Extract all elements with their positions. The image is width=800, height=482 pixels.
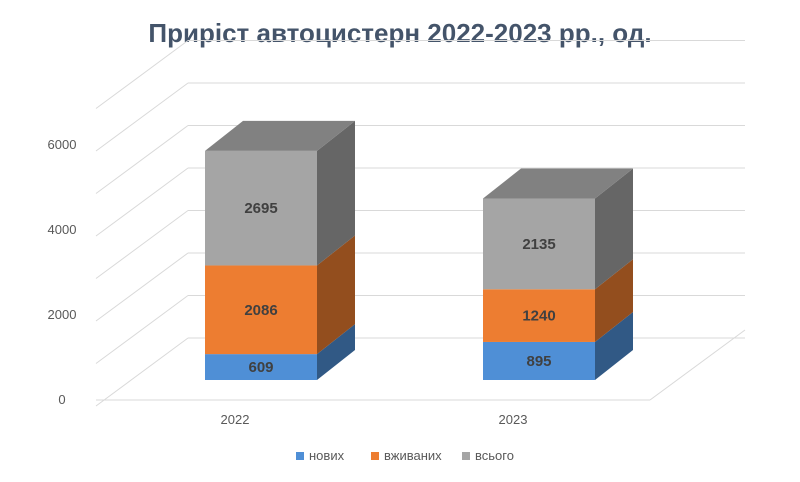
gridline: [95, 167, 745, 237]
gridline: [95, 252, 745, 322]
data-label: 2695: [244, 200, 277, 217]
bar-segment: [205, 120, 355, 266]
legend-swatch: [296, 452, 304, 460]
bar-segment: [483, 168, 633, 290]
legend-item: вживаних: [371, 448, 442, 463]
bar-top: [205, 120, 355, 151]
gridline: [95, 82, 745, 152]
data-label: 609: [248, 359, 273, 376]
x-axis-labels: 2022 2023: [221, 412, 528, 427]
floor-edge: [649, 329, 746, 401]
chart-title: Приріст автоцистерн 2022-2023 рр., од.: [148, 18, 651, 48]
gridline: [95, 40, 745, 109]
bars: 609 2086 2695 895 1240 2135: [205, 120, 633, 380]
bar-segment: [205, 235, 355, 355]
gridline: [95, 125, 745, 194]
legend-swatch: [371, 452, 379, 460]
y-tick-label: 6000: [48, 137, 77, 152]
legend-item: нових: [296, 448, 345, 463]
y-tick-label: 2000: [48, 307, 77, 322]
legend-item: всього: [462, 448, 514, 463]
legend-label: нових: [309, 448, 345, 463]
gridlines: [95, 40, 746, 407]
bar-segment: [483, 311, 633, 380]
gridline: [95, 337, 745, 407]
bar-top: [483, 168, 633, 199]
data-label: 2135: [522, 236, 555, 253]
x-tick-label: 2022: [221, 412, 250, 427]
legend-label: всього: [475, 448, 514, 463]
data-label: 895: [526, 353, 551, 370]
legend: нових вживаних всього: [296, 448, 514, 463]
legend-swatch: [462, 452, 470, 460]
gridline: [95, 295, 745, 364]
legend-label: вживаних: [384, 448, 442, 463]
y-tick-label: 0: [58, 392, 65, 407]
y-axis-ticks: 0 2000 4000 6000: [48, 137, 77, 407]
bar-segment: [483, 259, 633, 342]
gridline: [95, 210, 745, 279]
bar-segment: [205, 324, 355, 380]
data-label: 2086: [244, 302, 277, 319]
x-tick-label: 2023: [499, 412, 528, 427]
y-tick-label: 4000: [48, 222, 77, 237]
data-label: 1240: [522, 308, 555, 325]
